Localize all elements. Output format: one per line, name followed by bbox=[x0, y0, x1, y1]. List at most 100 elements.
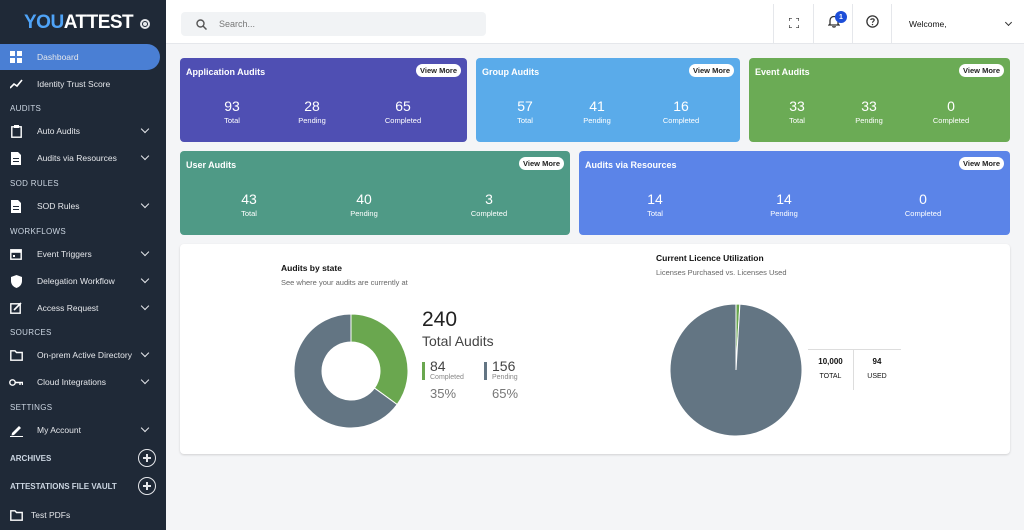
section-sources: SOURCES bbox=[10, 328, 52, 337]
licence-used-col: 94 USED bbox=[854, 350, 900, 390]
calendar-icon bbox=[9, 247, 23, 261]
view-more-button[interactable]: View More bbox=[959, 64, 1004, 77]
pending-count: 156 bbox=[492, 358, 516, 374]
stat-pending: 33 Pending bbox=[855, 98, 883, 125]
sidebar-item-label: Identity Trust Score bbox=[37, 79, 111, 89]
audits-via-resources-card[interactable]: Audits via Resources View More 14 Total 1… bbox=[579, 151, 1010, 235]
completed-percent: 35% bbox=[430, 386, 457, 401]
sidebar-item-on-prem-active-directory[interactable]: On-prem Active Directory bbox=[0, 342, 166, 368]
search-icon bbox=[196, 18, 207, 30]
section-workflows: WORKFLOWS bbox=[10, 227, 67, 236]
stat-pending: 40 Pending bbox=[350, 191, 378, 218]
sidebar-item-label: My Account bbox=[37, 425, 81, 435]
sidebar-item-test-pdfs[interactable]: Test PDFs bbox=[0, 502, 166, 528]
section-vault-label: ATTESTATIONS FILE VAULT bbox=[10, 481, 117, 491]
user-audits-card[interactable]: User Audits View More 43 Total 40 Pending … bbox=[180, 151, 570, 235]
licence-table: 10,000 TOTAL 94 USED bbox=[808, 349, 901, 390]
top-strip bbox=[166, 0, 1024, 4]
chevron-down-icon bbox=[1004, 18, 1013, 27]
sidebar-item-label: Test PDFs bbox=[31, 510, 71, 520]
sidebar-item-label: Auto Audits bbox=[37, 126, 81, 136]
event-audits-card[interactable]: Event Audits View More 33 Total 33 Pending… bbox=[749, 58, 1010, 142]
total-audits-label: Total Audits bbox=[422, 333, 494, 349]
card-title: Audits via Resources bbox=[585, 160, 677, 170]
top-bar: 1 Welcome, bbox=[166, 4, 1024, 44]
chevron-down-icon bbox=[140, 375, 150, 385]
stat-completed: 3 Completed bbox=[470, 191, 508, 218]
sidebar: YOUATTEST Dashboard Identity Trust Score… bbox=[0, 0, 166, 530]
edit-box-icon bbox=[9, 301, 23, 315]
licence-used-value: 94 bbox=[872, 357, 882, 366]
sidebar-item-event-triggers[interactable]: Event Triggers bbox=[0, 241, 166, 267]
search-box[interactable] bbox=[181, 12, 486, 36]
sidebar-item-access-request[interactable]: Access Request bbox=[0, 295, 166, 321]
stat-completed: 65 Completed bbox=[384, 98, 422, 125]
group-audits-card[interactable]: Group Audits View More 57 Total 41 Pending… bbox=[476, 58, 740, 142]
clipboard-icon bbox=[9, 124, 23, 138]
stat-pending: 14 Pending bbox=[770, 191, 798, 218]
help-button[interactable] bbox=[852, 4, 892, 44]
section-archives-label: ARCHIVES bbox=[10, 453, 52, 463]
stat-total: 93 Total bbox=[224, 98, 240, 125]
chevron-down-icon bbox=[140, 348, 150, 358]
slice-completed[interactable] bbox=[350, 313, 409, 406]
fullscreen-button[interactable] bbox=[773, 4, 813, 44]
chevron-down-icon bbox=[140, 151, 150, 161]
sidebar-item-label: Event Triggers bbox=[37, 249, 92, 259]
pending-percent: 65% bbox=[492, 386, 519, 401]
document-icon bbox=[9, 199, 23, 213]
licence-used-label: USED bbox=[867, 373, 887, 380]
licence-total-col: 10,000 TOTAL bbox=[808, 350, 854, 390]
stat-pending: 41 Pending bbox=[583, 98, 611, 125]
view-more-button[interactable]: View More bbox=[689, 64, 734, 77]
licence-total-value: 10,000 bbox=[818, 357, 843, 366]
sidebar-item-delegation-workflow[interactable]: Delegation Workflow bbox=[0, 268, 166, 294]
sidebar-item-cloud-integrations[interactable]: Cloud Integrations bbox=[0, 369, 166, 395]
brand-logo: YOUATTEST bbox=[24, 12, 134, 33]
sidebar-pin-icon[interactable] bbox=[140, 19, 150, 29]
audits-by-state-subtitle: See where your audits are currently at bbox=[281, 278, 408, 287]
add-vault-folder-icon[interactable] bbox=[138, 477, 156, 495]
sidebar-item-audits-via-resources[interactable]: Audits via Resources bbox=[0, 145, 166, 171]
section-audits: AUDITS bbox=[10, 104, 42, 113]
pending-label: Pending bbox=[492, 374, 518, 381]
stat-total: 14 Total bbox=[647, 191, 663, 218]
slice-pending[interactable] bbox=[293, 313, 398, 429]
stat-completed: 0 Completed bbox=[904, 191, 942, 218]
audits-donut-chart bbox=[293, 313, 409, 429]
add-archive-icon[interactable] bbox=[138, 449, 156, 467]
key-icon bbox=[9, 375, 23, 389]
section-attestations-file-vault: ATTESTATIONS FILE VAULT bbox=[10, 477, 156, 495]
sidebar-item-label: SOD Rules bbox=[37, 201, 80, 211]
application-audits-card[interactable]: Application Audits View More 93 Total 28 P… bbox=[180, 58, 467, 142]
chevron-down-icon bbox=[140, 199, 150, 209]
card-title: Event Audits bbox=[755, 67, 810, 77]
completed-count: 84 bbox=[430, 358, 446, 374]
search-input[interactable] bbox=[219, 19, 459, 29]
logo[interactable]: YOUATTEST bbox=[0, 0, 166, 46]
sidebar-item-sod-rules[interactable]: SOD Rules bbox=[0, 193, 166, 219]
notifications-button[interactable]: 1 bbox=[813, 4, 853, 44]
sidebar-item-label: Delegation Workflow bbox=[37, 276, 115, 286]
stat-total: 43 Total bbox=[241, 191, 257, 218]
card-title: Group Audits bbox=[482, 67, 540, 77]
user-menu[interactable]: Welcome, bbox=[891, 4, 1024, 44]
welcome-text: Welcome, bbox=[909, 19, 947, 29]
total-audits-value: 240 bbox=[422, 308, 458, 331]
sidebar-item-label: Audits via Resources bbox=[37, 153, 117, 163]
chevron-down-icon bbox=[140, 423, 150, 433]
sidebar-item-dashboard[interactable]: Dashboard bbox=[0, 44, 160, 70]
view-more-button[interactable]: View More bbox=[416, 64, 461, 77]
completed-label: Completed bbox=[430, 374, 464, 381]
sidebar-item-my-account[interactable]: My Account bbox=[0, 417, 166, 443]
folder-icon bbox=[9, 348, 23, 362]
view-more-button[interactable]: View More bbox=[959, 157, 1004, 170]
trend-icon bbox=[9, 77, 23, 91]
licence-subtitle: Licenses Purchased vs. Licenses Used bbox=[656, 268, 787, 277]
licence-title: Current Licence Utilization bbox=[656, 253, 764, 263]
sidebar-item-identity-trust-score[interactable]: Identity Trust Score bbox=[0, 71, 166, 97]
slice-remaining[interactable] bbox=[669, 303, 803, 437]
view-more-button[interactable]: View More bbox=[519, 157, 564, 170]
sidebar-item-auto-audits[interactable]: Auto Audits bbox=[0, 118, 166, 144]
charts-panel: Audits by state See where your audits ar… bbox=[180, 244, 1010, 454]
